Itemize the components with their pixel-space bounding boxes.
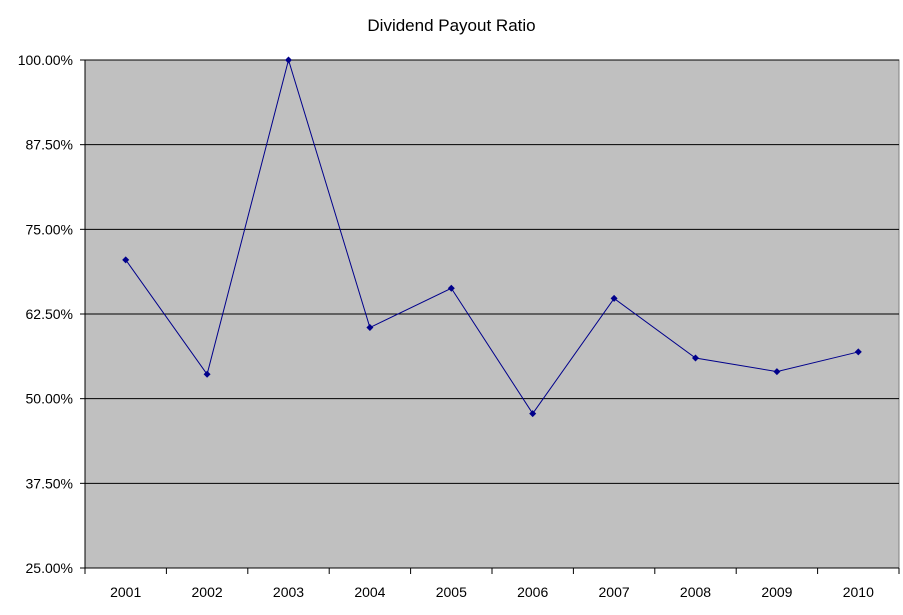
x-tick-label: 2010 xyxy=(843,584,874,600)
x-tick-label: 2002 xyxy=(192,584,223,600)
y-tick-label: 87.50% xyxy=(26,137,73,153)
data-point-marker xyxy=(366,324,374,332)
data-point-marker xyxy=(854,348,862,356)
y-tick-label: 100.00% xyxy=(18,52,73,68)
data-point-marker xyxy=(203,370,211,378)
data-point-marker xyxy=(773,368,781,376)
y-tick-label: 50.00% xyxy=(26,391,73,407)
y-tick-label: 37.50% xyxy=(26,475,73,491)
x-tick-label: 2005 xyxy=(436,584,467,600)
data-point-marker xyxy=(447,284,455,292)
data-point-marker xyxy=(122,256,130,264)
y-tick-label: 62.50% xyxy=(26,306,73,322)
y-tick-label: 75.00% xyxy=(26,221,73,237)
x-tick-label: 2009 xyxy=(761,584,792,600)
data-point-marker xyxy=(610,294,618,302)
x-tick-label: 2007 xyxy=(599,584,630,600)
x-tick-label: 2003 xyxy=(273,584,304,600)
data-point-marker xyxy=(692,354,699,362)
x-tick-label: 2004 xyxy=(354,584,385,600)
series-line xyxy=(125,58,859,415)
x-tick-label: 2008 xyxy=(680,584,711,600)
y-tick-label: 25.00% xyxy=(26,560,73,576)
chart-title: Dividend Payout Ratio xyxy=(367,16,536,35)
x-tick-label: 2001 xyxy=(110,584,141,600)
x-tick-label: 2006 xyxy=(517,584,548,600)
data-point-marker xyxy=(529,410,537,418)
data-point-marker xyxy=(285,56,292,64)
